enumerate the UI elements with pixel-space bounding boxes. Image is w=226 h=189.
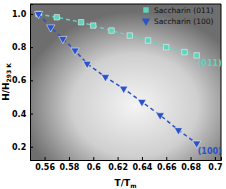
frame bbox=[221, 4, 222, 160]
tick-mark bbox=[191, 157, 192, 160]
tick-label: 0.56 bbox=[35, 163, 55, 172]
legend: Saccharin (011) Saccharin (100) bbox=[142, 6, 214, 26]
legend-item: Saccharin (100) bbox=[142, 17, 214, 26]
tick: 0.56 bbox=[35, 157, 55, 172]
tick: 0.4 bbox=[12, 110, 33, 119]
tick-label: 0.7 bbox=[208, 163, 222, 172]
tick-mark bbox=[30, 14, 33, 15]
tick: 0.7 bbox=[208, 157, 222, 172]
point bbox=[78, 20, 83, 25]
point bbox=[54, 15, 59, 20]
tick-mark bbox=[69, 157, 70, 160]
legend-label: Saccharin (011) bbox=[154, 6, 213, 15]
point bbox=[47, 25, 55, 32]
tick: 0.66 bbox=[157, 157, 177, 172]
tick: 0.2 bbox=[12, 143, 33, 152]
tick: 0.6 bbox=[12, 76, 33, 85]
tick: 0.58 bbox=[60, 157, 80, 172]
tick-label: 0.62 bbox=[108, 163, 128, 172]
marks bbox=[34, 11, 200, 148]
point bbox=[34, 12, 42, 19]
tick: 0.6 bbox=[87, 157, 102, 172]
legend-item: Saccharin (011) bbox=[143, 6, 213, 15]
tick-label: 0.66 bbox=[157, 163, 177, 172]
tick: 0.8 bbox=[12, 43, 33, 52]
tick: 0.62 bbox=[108, 157, 128, 172]
annotation: (011) bbox=[198, 59, 222, 68]
tick: 1.0 bbox=[12, 10, 33, 19]
tick: 0.68 bbox=[181, 157, 201, 172]
tick-label: 0.6 bbox=[87, 163, 102, 172]
x-axis: 0.56 0.58 0.6 0.62 0.64 0.66 0.68 0.7 bbox=[31, 157, 223, 172]
axis-line bbox=[31, 5, 34, 161]
point bbox=[164, 44, 169, 49]
point bbox=[174, 128, 182, 135]
tick-mark bbox=[30, 80, 33, 81]
point bbox=[120, 86, 128, 93]
y-axis: 0.2 0.4 0.6 0.8 1.0 bbox=[12, 5, 33, 161]
legend-label: Saccharin (100) bbox=[154, 17, 213, 26]
point bbox=[83, 61, 91, 68]
tick-mark bbox=[93, 157, 94, 160]
tick-mark bbox=[118, 157, 119, 160]
plot: 0.560.580.60.620.640.660.680.70.20.40.60… bbox=[12, 4, 222, 172]
point bbox=[156, 113, 164, 120]
annotation: (100) bbox=[198, 147, 222, 156]
tick-mark bbox=[215, 157, 216, 160]
axis-line bbox=[31, 157, 222, 161]
legend-symbol bbox=[143, 7, 148, 12]
point bbox=[71, 48, 79, 55]
tick-label: 0.6 bbox=[12, 76, 27, 85]
tick-mark bbox=[30, 147, 33, 148]
tick-mark bbox=[30, 114, 33, 115]
tick-label: 0.8 bbox=[12, 43, 27, 52]
point bbox=[127, 33, 132, 38]
point bbox=[182, 49, 187, 54]
point bbox=[194, 53, 199, 58]
point bbox=[138, 100, 146, 107]
tick-mark bbox=[45, 157, 46, 160]
point bbox=[109, 28, 114, 33]
frame bbox=[30, 4, 221, 5]
point bbox=[59, 36, 67, 43]
tick-label: 0.64 bbox=[133, 163, 153, 172]
point bbox=[145, 38, 150, 43]
tick-label: 0.58 bbox=[60, 163, 80, 172]
point bbox=[91, 23, 96, 28]
chart: 0.560.580.60.620.640.660.680.70.20.40.60… bbox=[0, 0, 226, 189]
tick-mark bbox=[142, 157, 143, 160]
y-axis-title: H/H293 K bbox=[1, 63, 12, 101]
tick-label: 1.0 bbox=[12, 10, 27, 19]
tick-label: 0.2 bbox=[12, 143, 26, 152]
tick-label: 0.4 bbox=[12, 110, 27, 119]
series-line bbox=[39, 14, 197, 143]
tick-mark bbox=[166, 157, 167, 160]
legend-symbol bbox=[142, 19, 150, 26]
point bbox=[101, 75, 109, 82]
plot-background bbox=[30, 4, 221, 160]
tick-mark bbox=[30, 47, 33, 48]
x-axis-title: T/Tm bbox=[115, 178, 137, 189]
tick: 0.64 bbox=[133, 157, 153, 172]
tick-label: 0.68 bbox=[181, 163, 201, 172]
